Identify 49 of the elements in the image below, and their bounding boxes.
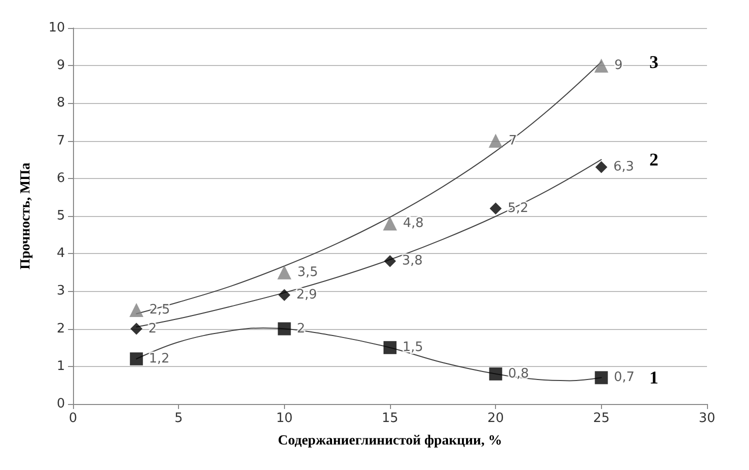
text: 2 (649, 150, 658, 170)
data-label: 4,8 (403, 216, 424, 232)
point (594, 371, 608, 384)
point (488, 134, 503, 148)
data-label: 3,5 (297, 264, 318, 280)
y-axis-title: Прочность, МПа (18, 162, 34, 270)
data-label: 9 (614, 58, 623, 74)
data-label: 2 (148, 321, 157, 336)
x-axis-title: Содержаниеглинистой фракции, % (278, 434, 502, 448)
point (594, 58, 608, 73)
point (490, 202, 502, 214)
data-label: 0,7 (614, 370, 635, 386)
data-label: 1,2 (148, 351, 170, 366)
point (384, 255, 396, 268)
point (278, 288, 290, 301)
y-tick-label: 9 (56, 58, 65, 74)
y-tick-label: 7 (56, 133, 65, 148)
y-tick-label: 1 (56, 358, 65, 374)
point (384, 341, 396, 354)
y-tick-label: 6 (56, 170, 65, 186)
y-tick-label: 0 (56, 396, 65, 412)
point (383, 216, 397, 231)
text: 3 (649, 52, 658, 72)
y-tick-label: 2 (56, 321, 65, 336)
y-tick-label: 8 (56, 96, 65, 111)
data-label: 1,5 (402, 340, 424, 356)
x-tick-label: 25 (593, 411, 610, 426)
point (489, 367, 502, 380)
point (277, 265, 292, 280)
data-label: 2,9 (296, 287, 318, 302)
y-tick-label: 3 (56, 284, 65, 299)
x-tick-label: 30 (698, 411, 716, 426)
point (278, 322, 291, 336)
data-label: 6,3 (613, 160, 634, 175)
point (130, 352, 143, 366)
data-label: 5,2 (508, 200, 528, 216)
point (595, 161, 608, 174)
y-tick-label: 4 (56, 246, 65, 262)
y-tick-label: 5 (56, 208, 65, 224)
y-tick-label: 10 (48, 20, 65, 36)
point (130, 322, 142, 335)
x-tick-label: 20 (487, 411, 504, 426)
x-tick-label: 15 (382, 411, 398, 426)
x-tick-label: 10 (276, 411, 293, 426)
x-tick-label: 0 (68, 411, 78, 426)
x-tick-label: 5 (174, 411, 183, 426)
text: 1 (649, 368, 658, 388)
point (129, 303, 144, 317)
data-label: 3,8 (402, 254, 423, 269)
